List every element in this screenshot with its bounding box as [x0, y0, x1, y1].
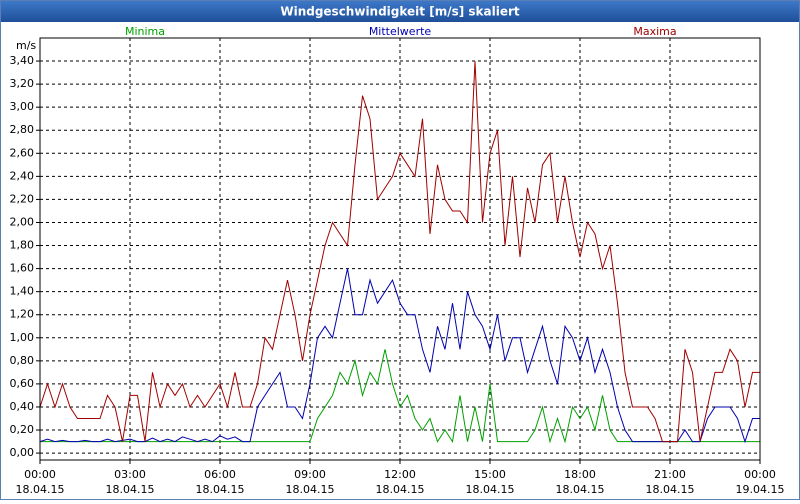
- y-tick-label: 3,00: [10, 100, 35, 113]
- y-tick-label: 3,40: [10, 54, 35, 67]
- x-tick-date: 18.04.15: [556, 483, 605, 496]
- x-tick-date: 19.04.15: [736, 483, 785, 496]
- y-tick-label: 1,00: [10, 331, 35, 344]
- x-tick-label: 18:00: [564, 468, 596, 481]
- x-tick-label: 09:00: [294, 468, 326, 481]
- x-tick-date: 18.04.15: [106, 483, 155, 496]
- y-tick-label: 2,20: [10, 192, 35, 205]
- x-tick-label: 06:00: [204, 468, 236, 481]
- y-tick-label: 0,60: [10, 377, 35, 390]
- x-tick-date: 18.04.15: [196, 483, 245, 496]
- y-tick-label: 1,20: [10, 308, 35, 321]
- x-tick-date: 18.04.15: [466, 483, 515, 496]
- series-line: [39, 268, 760, 444]
- y-tick-label: 1,40: [10, 285, 35, 298]
- x-tick-label: 12:00: [384, 468, 416, 481]
- y-tick-label: 0,40: [10, 400, 35, 413]
- x-tick-date: 18.04.15: [286, 483, 335, 496]
- x-tick-date: 18.04.15: [376, 483, 425, 496]
- x-tick-label: 00:00: [744, 468, 776, 481]
- y-tick-label: 3,20: [10, 77, 35, 90]
- y-tick-label: 0,00: [10, 446, 35, 459]
- x-tick-label: 03:00: [114, 468, 146, 481]
- y-tick-label: 2,00: [10, 215, 35, 228]
- title-bar: [1, 1, 799, 22]
- y-tick-label: 2,40: [10, 169, 35, 182]
- x-tick-label: 00:00: [24, 468, 56, 481]
- y-tick-label: 1,80: [10, 239, 35, 252]
- plot-frame: [39, 37, 761, 461]
- y-axis-label: m/s: [16, 39, 36, 52]
- y-tick-label: 0,20: [10, 423, 35, 436]
- plot-area: 0,00 0,20 0,40 0,60 0,80 1,00 1,20 1,40 1,60 1,80…: [10, 25, 785, 496]
- y-tick-label: 2,60: [10, 146, 35, 159]
- y-tick-label: 2,80: [10, 123, 35, 136]
- y-tick-label: 0,80: [10, 354, 35, 367]
- chart-title: Windgeschwindigkeit [m/s] skaliert: [280, 5, 520, 19]
- series-line: [39, 61, 760, 443]
- legend-label: Mittelwerte: [369, 25, 432, 38]
- x-tick-label: 21:00: [654, 468, 686, 481]
- legend-label: Maxima: [633, 25, 676, 38]
- y-tick-label: 1,60: [10, 262, 35, 275]
- x-tick-date: 18.04.15: [16, 483, 65, 496]
- x-tick-label: 15:00: [474, 468, 506, 481]
- x-tick-date: 18.04.15: [646, 483, 695, 496]
- legend-label: Minima: [125, 25, 165, 38]
